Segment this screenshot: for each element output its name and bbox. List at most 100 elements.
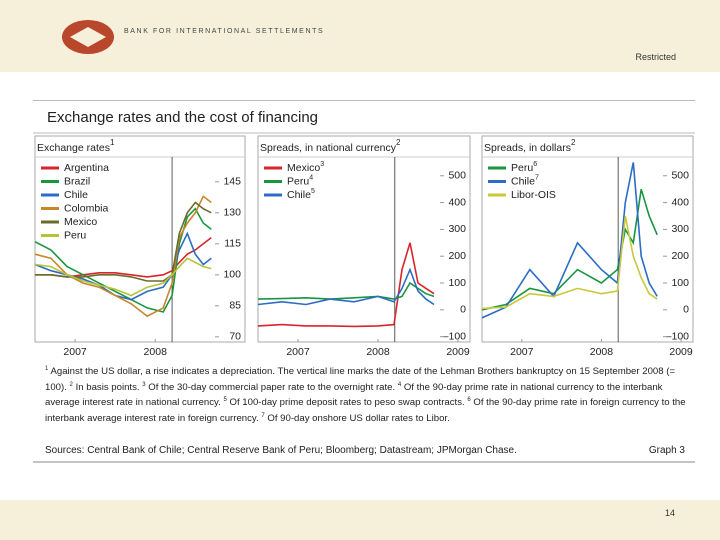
- panel-title-note: 2: [396, 138, 401, 147]
- classification: Restricted: [635, 52, 676, 62]
- graph-label: Graph 3: [648, 445, 685, 456]
- legend-label: Peru6: [511, 161, 537, 174]
- legend-name: Argentina: [64, 162, 109, 174]
- legend-note: 4: [309, 174, 313, 181]
- y-tick-label: 0: [460, 304, 466, 316]
- y-tick-label: 100: [448, 277, 466, 289]
- legend-name: Chile: [287, 189, 311, 201]
- footnote-mark: 6: [467, 397, 471, 404]
- legend-label: Colombia: [64, 202, 109, 214]
- legend-label: Chile5: [287, 188, 315, 201]
- y-tick-label: 300: [448, 223, 466, 235]
- bottom-bar: [0, 500, 720, 540]
- y-tick-label: 130: [223, 207, 241, 219]
- y-tick-label: 500: [671, 170, 689, 182]
- top-bar: [0, 0, 720, 72]
- legend-label: Mexico: [64, 216, 97, 228]
- x-tick-label: 2008: [144, 346, 168, 358]
- series-line: [257, 267, 435, 306]
- series-line: [257, 281, 435, 300]
- y-tick-label: 145: [223, 176, 241, 188]
- y-tick-label: –100: [666, 330, 690, 342]
- footnote-text: Of the 90-day prime rate in national cur…: [45, 381, 663, 409]
- legend-name: Libor-OIS: [511, 189, 556, 201]
- panel-title: Exchange rates1: [37, 138, 115, 154]
- legend-label: Chile7: [511, 174, 539, 187]
- panel-title-text: Spreads, in dollars: [484, 142, 571, 154]
- footnote-mark: 3: [142, 381, 146, 388]
- footnote-mark: 4: [397, 381, 402, 388]
- legend-name: Chile: [64, 189, 88, 201]
- legend-label: Peru: [64, 229, 86, 241]
- legend-label: Brazil: [64, 175, 90, 187]
- series-line: [481, 215, 658, 310]
- panel-title: Spreads, in national currency2: [260, 138, 401, 154]
- series-line: [34, 257, 212, 297]
- legend-name: Brazil: [64, 175, 90, 187]
- legend-label: Argentina: [64, 162, 109, 174]
- y-tick-label: 100: [223, 269, 241, 281]
- footnote-text: Of 90-day onshore US dollar rates to Lib…: [267, 412, 450, 424]
- y-tick-label: 70: [229, 331, 241, 343]
- legend-name: Colombia: [64, 202, 109, 214]
- legend-name: Peru: [287, 175, 309, 187]
- legend-note: 7: [535, 174, 539, 181]
- panel-title-text: Spreads, in national currency: [260, 142, 397, 154]
- footnote-text: Of the 90-day prime rate in foreign curr…: [45, 397, 686, 424]
- y-tick-label: 0: [683, 304, 689, 316]
- y-tick-label: 500: [448, 170, 466, 182]
- x-tick-label: 2009: [446, 346, 470, 358]
- legend-label: Peru4: [287, 174, 313, 187]
- series-line: [34, 207, 212, 313]
- series-line: [257, 242, 435, 328]
- footnote-mark: 1: [45, 366, 49, 372]
- panel-title-note: 1: [110, 138, 115, 147]
- x-tick-label: 2007: [63, 346, 87, 358]
- panel-title-note: 2: [571, 138, 576, 147]
- plot-frame: [481, 135, 694, 343]
- y-tick-label: 400: [448, 196, 466, 208]
- figure-title: Exchange rates and the cost of financing: [47, 109, 319, 126]
- x-tick-label: 2007: [510, 346, 534, 358]
- legend-name: Mexico: [287, 162, 320, 174]
- panel-title: Spreads, in dollars2: [484, 138, 576, 154]
- y-tick-label: 400: [671, 196, 689, 208]
- footnote-text: Against the US dollar, a rise indicates …: [45, 366, 676, 393]
- legend-note: 6: [533, 161, 537, 168]
- footnote-text: Of 100-day prime deposit rates to peso s…: [229, 397, 465, 409]
- legend-label: Libor-OIS: [511, 189, 556, 201]
- panel-title-text: Exchange rates: [37, 142, 110, 154]
- y-tick-label: 115: [224, 238, 241, 250]
- legend-name: Peru: [511, 162, 533, 174]
- legend-name: Mexico: [64, 216, 97, 228]
- footnote-mark: 7: [261, 412, 265, 419]
- legend-note: 3: [320, 161, 324, 168]
- y-tick-label: 100: [671, 277, 689, 289]
- footnotes: 1 Against the US dollar, a rise indicate…: [45, 363, 689, 425]
- legend-name: Chile: [511, 175, 535, 187]
- legend-name: Peru: [64, 229, 86, 241]
- x-tick-label: 2008: [590, 346, 614, 358]
- logo-diamond: [70, 27, 106, 47]
- y-tick-label: –100: [443, 330, 467, 342]
- legend-label: Mexico3: [287, 161, 324, 174]
- footnote-mark: 2: [69, 381, 73, 388]
- y-tick-label: 200: [448, 250, 466, 262]
- footnote-mark: 5: [223, 397, 227, 404]
- y-tick-label: 200: [671, 250, 689, 262]
- legend-note: 5: [311, 188, 315, 195]
- footnote-text: Of the 30-day commercial paper rate to t…: [148, 381, 396, 393]
- plot-frame: [257, 135, 471, 343]
- legend-label: Chile: [64, 189, 88, 201]
- x-tick-label: 2007: [286, 346, 310, 358]
- x-tick-label: 2008: [366, 346, 390, 358]
- footnote-text: In basis points.: [75, 381, 140, 393]
- x-tick-label: 2009: [669, 346, 693, 358]
- y-tick-label: 85: [229, 300, 241, 312]
- sources: Sources: Central Bank of Chile; Central …: [45, 445, 517, 456]
- org-name: BANK FOR INTERNATIONAL SETTLEMENTS: [124, 28, 325, 35]
- series-line: [481, 162, 658, 319]
